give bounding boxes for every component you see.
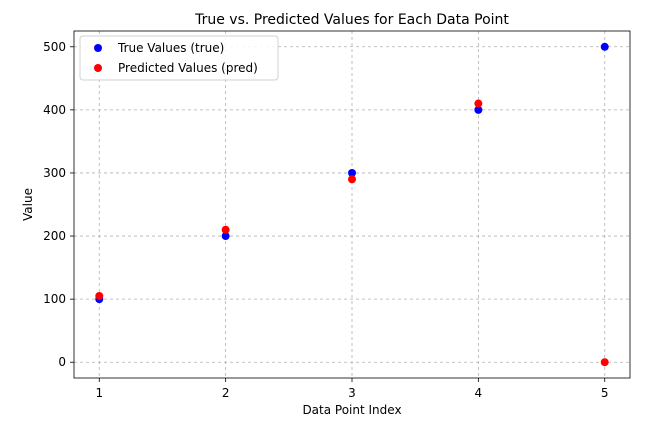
x-axis-label: Data Point Index (302, 403, 401, 417)
x-tick-label: 4 (475, 386, 483, 400)
predicted-value-point (600, 358, 609, 367)
legend-marker-pred (94, 64, 102, 72)
y-tick-label: 200 (43, 229, 66, 243)
y-tick-label: 0 (58, 355, 66, 369)
legend-marker-true (94, 44, 102, 52)
y-axis-ticks: 0 100 200 300 400 500 (43, 40, 74, 369)
grid (74, 31, 630, 378)
y-axis-label: Value (21, 188, 35, 221)
x-tick-label: 1 (95, 386, 103, 400)
predicted-value-point (348, 175, 356, 184)
y-tick-label: 100 (43, 292, 66, 306)
legend-box (79, 35, 279, 81)
y-tick-label: 500 (43, 40, 66, 54)
y-tick-label: 400 (43, 103, 66, 117)
true-value-point (474, 105, 483, 114)
chart-title: True vs. Predicted Values for Each Data … (194, 12, 509, 28)
y-tick-label: 300 (43, 166, 66, 180)
legend-label-true: True Values (true) (117, 41, 224, 55)
x-tick-label: 5 (601, 386, 609, 400)
x-axis-ticks: 1 2 3 4 5 (95, 378, 609, 400)
predicted-value-point (95, 291, 104, 300)
predicted-values-series (95, 99, 609, 367)
true-value-point (221, 232, 230, 241)
legend: True Values (true) Predicted Values (pre… (79, 35, 279, 81)
x-tick-label: 3 (348, 386, 356, 400)
predicted-value-point (474, 99, 483, 108)
legend-label-pred: Predicted Values (pred) (118, 61, 258, 75)
data-points (95, 42, 609, 367)
predicted-value-point (221, 225, 230, 234)
x-tick-label: 2 (222, 386, 230, 400)
true-value-point (600, 42, 609, 51)
true-value-point (348, 168, 356, 177)
